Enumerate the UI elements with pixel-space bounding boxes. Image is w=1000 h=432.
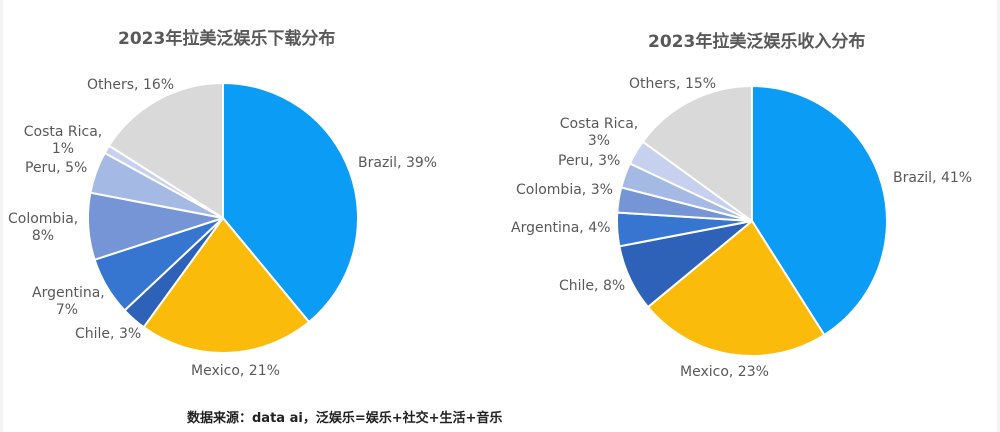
pie-slice-others [641,85,753,222]
left-label-argentina: Argentina, 7% [32,285,105,319]
right-label-costa-rica: Costa Rica, 3% [558,116,640,150]
left-label-costa-rica: Costa Rica, 1% [22,124,104,158]
right-label-costa-rica-value: 3% [587,133,611,149]
left-label-brazil: Brazil, 39% [358,155,438,171]
right-label-costa-rica-name: Costa Rica, [559,116,639,132]
left-border [0,0,3,432]
right-label-peru: Peru, 3% [558,153,621,169]
left-label-costa-rica-value: 1% [51,141,75,157]
downloads-pie-chart [86,82,359,354]
left-chart-title: 2023年拉美泛娱乐下载分布 [118,29,336,49]
pie-slice-mexico [646,220,826,357]
left-label-chile: Chile, 3% [75,326,142,342]
left-label-argentina-value: 7% [55,302,79,318]
left-label-colombia-name: Colombia, [8,211,79,227]
right-label-colombia: Colombia, 3% [516,182,613,198]
left-label-peru: Peru, 5% [25,160,88,176]
right-label-brazil: Brazil, 41% [893,170,973,186]
left-label-mexico: Mexico, 21% [191,363,280,379]
pie-slice-mexico [142,217,311,354]
left-label-argentina-name: Argentina, [32,285,105,301]
pie-slice-others [108,82,224,219]
data-source-note: 数据来源：data ai，泛娱乐=娱乐+社交+生活+音乐 [187,411,503,426]
right-border [997,0,1000,432]
right-label-chile: Chile, 8% [559,278,626,294]
pie-slice-brazil [222,82,359,324]
left-label-colombia-value: 8% [31,228,55,244]
right-chart-title: 2023年拉美泛娱乐收入分布 [648,32,866,52]
right-label-mexico: Mexico, 23% [680,364,769,380]
left-label-colombia: Colombia, 8% [8,211,78,245]
left-label-others: Others, 16% [87,77,175,93]
left-label-costa-rica-name: Costa Rica, [23,124,103,140]
right-label-others: Others, 15% [629,76,717,92]
right-label-argentina: Argentina, 4% [511,220,611,236]
